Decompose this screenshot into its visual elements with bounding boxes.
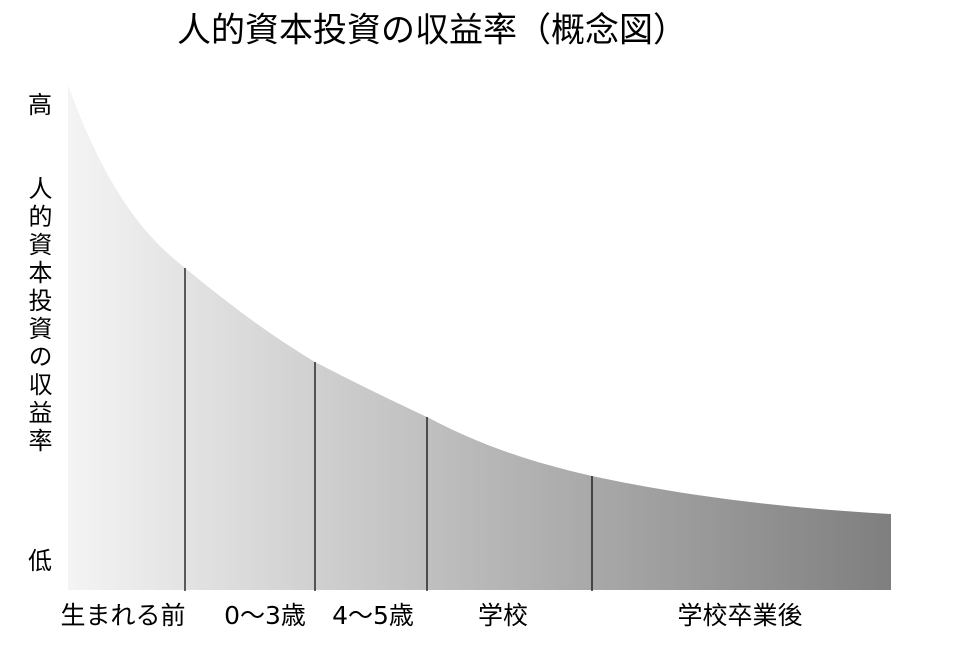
y-axis-label: 人的資本投資の収益率 [24,176,52,456]
stage-label: 学校 [478,601,528,630]
stage-label: 学校卒業後 [677,601,802,630]
stage-label: 生まれる前 [60,601,185,630]
stage-label: 4〜5歳 [332,601,414,630]
low-label: 低 [28,547,52,575]
title: 人的資本投資の収益率（概念図） [177,11,687,51]
return-curve-area [68,85,891,590]
high-label: 高 [28,91,52,119]
stage-dividers [184,268,593,591]
stage-label: 0〜3歳 [224,601,306,630]
